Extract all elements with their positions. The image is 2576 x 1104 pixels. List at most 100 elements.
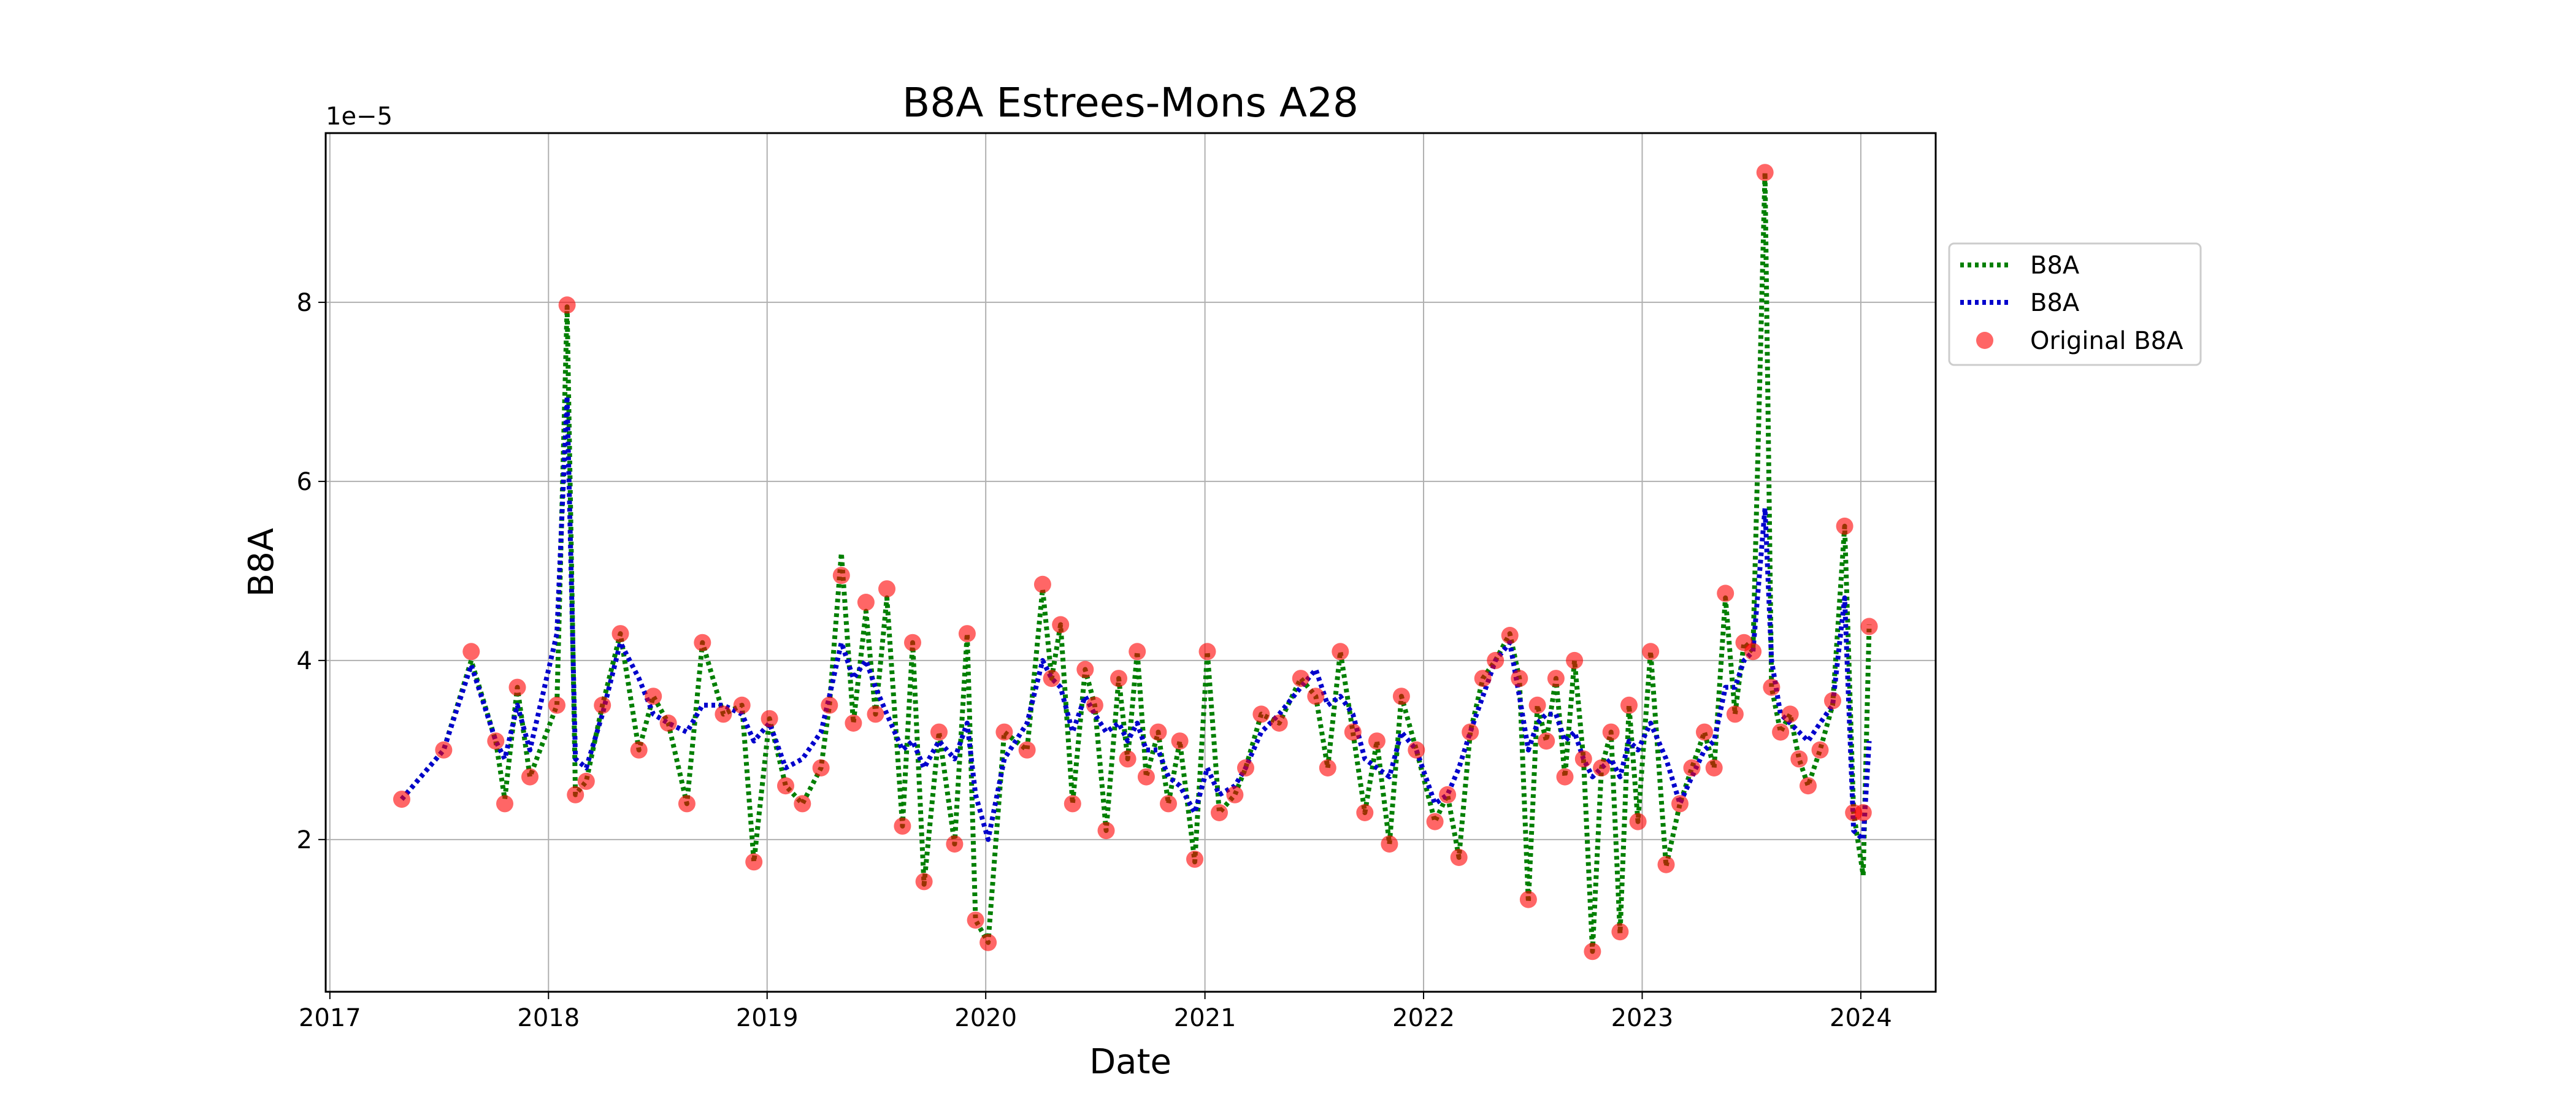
data-point <box>1642 643 1660 661</box>
data-point <box>958 625 976 643</box>
data-point <box>1860 618 1878 635</box>
data-point <box>857 594 875 611</box>
data-point <box>1790 750 1808 768</box>
data-point <box>1292 670 1309 688</box>
data-point <box>777 777 794 795</box>
series-line-blue <box>399 394 1872 842</box>
data-point <box>745 853 763 871</box>
data-point <box>1683 759 1701 776</box>
data-point <box>1593 759 1611 776</box>
data-point <box>995 723 1013 741</box>
data-point <box>678 795 696 813</box>
data-point <box>812 759 830 776</box>
data-point <box>1705 759 1723 776</box>
data-point <box>1064 795 1081 813</box>
data-point <box>1160 795 1177 813</box>
data-point <box>594 696 611 714</box>
y-tick-label: 4 <box>297 647 312 675</box>
data-point <box>1381 835 1398 853</box>
data-point <box>1519 891 1537 908</box>
data-point <box>630 741 648 759</box>
data-point <box>1137 768 1155 786</box>
data-point <box>1171 732 1189 750</box>
data-point <box>1800 777 1817 795</box>
data-point <box>1696 723 1713 741</box>
grid <box>326 133 1936 992</box>
data-point <box>904 634 921 651</box>
plot-area: 2017 2018 2019 2020 2021 2022 2023 2024 2 4 6 8 <box>297 132 1937 1032</box>
data-point <box>1854 804 1872 821</box>
axes-frame <box>324 132 1937 993</box>
data-point <box>1824 692 1841 710</box>
data-point <box>462 643 480 661</box>
data-point <box>1033 575 1051 593</box>
data-point <box>1602 723 1620 741</box>
data-point <box>1671 795 1689 813</box>
data-point <box>1772 723 1790 741</box>
data-point <box>1547 670 1565 688</box>
data-point <box>1076 661 1094 678</box>
data-point <box>1368 732 1386 750</box>
data-point <box>1584 943 1601 960</box>
data-point <box>1726 705 1744 723</box>
data-point <box>878 580 895 598</box>
data-point <box>1307 688 1325 705</box>
data-point <box>1129 643 1146 661</box>
data-point <box>1556 768 1574 786</box>
data-point <box>1408 741 1425 759</box>
data-point <box>567 786 585 803</box>
y-axis-ticks: 2 4 6 8 <box>297 289 326 854</box>
data-point <box>1474 670 1492 688</box>
data-point <box>894 817 911 835</box>
x-tick-label: 2021 <box>1174 1004 1236 1032</box>
data-point <box>1319 759 1336 776</box>
axes-background <box>326 133 1936 992</box>
y-tick-label: 6 <box>297 468 312 496</box>
x-tick-label: 2017 <box>299 1004 361 1032</box>
y-tick-label: 8 <box>297 289 312 317</box>
data-point <box>577 772 595 790</box>
data-point <box>1270 715 1288 732</box>
data-point <box>1717 585 1735 602</box>
data-point <box>794 795 811 813</box>
data-point <box>1392 688 1410 705</box>
data-point <box>508 678 526 696</box>
x-tick-label: 2024 <box>1830 1004 1892 1032</box>
data-point <box>1538 732 1555 750</box>
chart-title: B8A Estrees-Mons A28 <box>902 79 1359 126</box>
data-point <box>867 705 884 723</box>
data-point <box>1756 164 1774 182</box>
data-point <box>1426 813 1444 830</box>
legend-frame <box>1948 242 2202 366</box>
data-point <box>1237 759 1254 776</box>
data-point <box>1344 723 1362 741</box>
data-point <box>548 696 565 714</box>
data-point <box>694 634 711 651</box>
legend-label: B8A <box>2030 251 2080 280</box>
data-point <box>1566 651 1584 669</box>
data-point <box>1450 849 1468 866</box>
data-point <box>496 795 513 813</box>
data-point <box>1226 786 1244 803</box>
data-point <box>1439 786 1457 803</box>
data-point <box>1052 616 1070 634</box>
data-point <box>521 768 539 786</box>
data-point <box>1629 813 1647 830</box>
data-point <box>967 911 984 929</box>
data-point <box>1501 627 1519 644</box>
x-axis-ticks: 2017 2018 2019 2020 2021 2022 2023 2024 <box>299 992 1892 1032</box>
data-point <box>1119 750 1137 768</box>
data-point <box>1763 678 1781 696</box>
data-point <box>1149 723 1167 741</box>
data-point <box>1620 696 1638 714</box>
legend: B8A B8A Original B8A <box>1948 242 2202 366</box>
legend-swatch-marker <box>1976 332 1993 349</box>
data-point <box>733 696 751 714</box>
data-point <box>1252 705 1270 723</box>
data-point <box>1186 850 1203 868</box>
data-point <box>1657 856 1675 873</box>
data-point <box>930 723 948 741</box>
data-point <box>1086 696 1103 714</box>
data-point <box>1043 670 1060 688</box>
